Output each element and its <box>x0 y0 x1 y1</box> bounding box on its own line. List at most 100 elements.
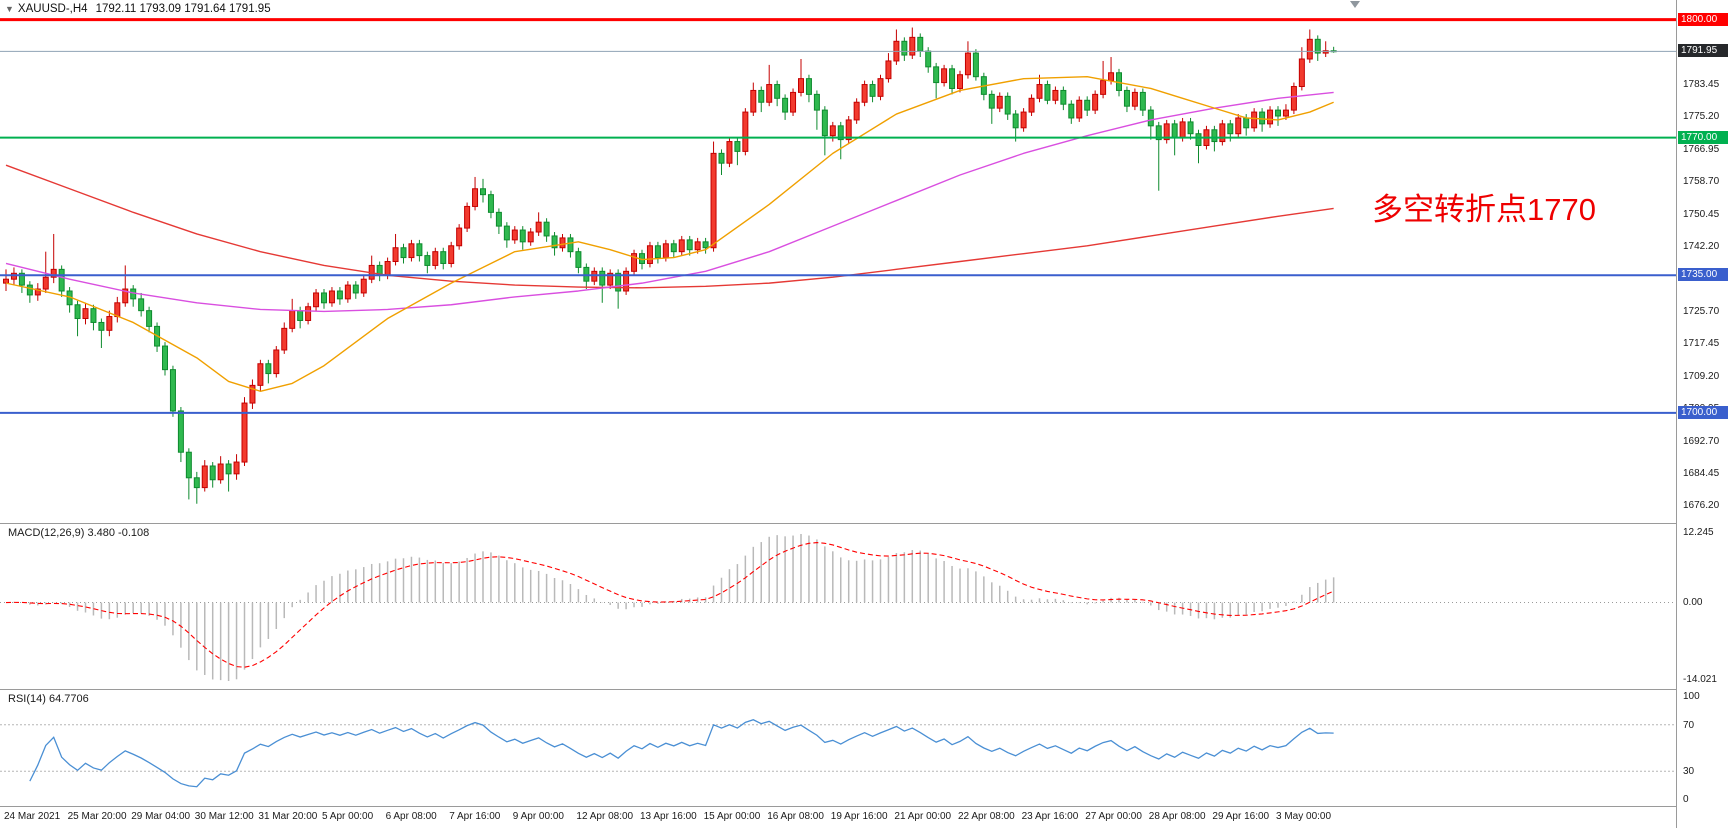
time-label: 6 Apr 08:00 <box>385 811 437 822</box>
candle-bear <box>424 255 431 266</box>
candle-bear <box>209 465 216 481</box>
candle-bear <box>26 284 33 296</box>
time-label: 31 Mar 20:00 <box>258 811 318 822</box>
candle-bull <box>646 245 653 264</box>
candle-bear <box>933 66 940 84</box>
candle-bear <box>686 239 693 251</box>
candle-bull <box>281 327 288 351</box>
candle-bull <box>877 78 884 97</box>
candle-bull <box>742 111 749 152</box>
candle-bull <box>726 141 733 164</box>
candle-bull <box>909 36 916 56</box>
macd-label: MACD(12,26,9) 3.480 -0.108 <box>8 527 150 539</box>
candle-bull <box>829 125 836 137</box>
chart-title: ▼ XAUUSD-,H4 1792.11 1793.09 1791.64 1791.… <box>5 3 271 15</box>
candle-bear <box>519 229 526 243</box>
ma-fast-orange-line <box>5 75 1334 392</box>
panel-separator[interactable] <box>0 523 1730 524</box>
candle-bear <box>774 84 781 99</box>
time-axis[interactable]: 24 Mar 2021 25 Mar 20:00 29 Mar 04:00 30 Ma… <box>0 807 1676 828</box>
candle-bull <box>448 245 455 264</box>
candle-bull <box>50 268 57 278</box>
candle-bull <box>384 261 391 276</box>
chart-annotation-text: 多空转折点1770 <box>1372 192 1596 227</box>
candle-bear <box>130 288 137 300</box>
time-label: 29 Apr 16:00 <box>1212 811 1270 822</box>
candle-bull <box>957 74 963 89</box>
ma-mid-magenta-line <box>5 91 1334 313</box>
candle-bull <box>798 78 804 93</box>
candle-bear <box>949 68 956 89</box>
macd-panel[interactable] <box>0 524 1676 689</box>
candle-bear <box>1187 121 1194 135</box>
candle-bull <box>1163 123 1170 141</box>
candle-bear <box>837 125 844 141</box>
chart-shift-marker-icon[interactable] <box>1350 1 1360 8</box>
candle-bull <box>201 465 208 489</box>
price-axis[interactable]: 1783.45 1775.20 1766.95 1758.70 1750.45 1742.… <box>1676 0 1730 828</box>
candle-bear <box>138 298 145 312</box>
candle-bear <box>336 290 343 300</box>
candle-bear <box>805 78 812 95</box>
time-label: 5 Apr 00:00 <box>322 811 374 822</box>
candle-bear <box>1195 133 1202 146</box>
candle-bull <box>1020 111 1027 129</box>
ma-slow-red-line <box>5 164 1334 289</box>
time-label: 27 Apr 00:00 <box>1085 811 1142 822</box>
candle-bear <box>400 247 407 259</box>
rsi-panel[interactable] <box>0 690 1676 806</box>
candle-bear <box>758 89 765 103</box>
candle-bear <box>567 237 574 253</box>
candle-bear <box>1123 89 1130 107</box>
candle-bull <box>853 101 860 121</box>
price-tick-label: 1783.45 <box>1683 78 1720 90</box>
candlestick-chart[interactable] <box>0 0 1676 523</box>
candle-bear <box>480 188 486 196</box>
price-tick-label: 1717.45 <box>1683 338 1720 350</box>
rsi-label: RSI(14) 64.7706 <box>8 693 89 705</box>
candle-bear <box>169 369 176 412</box>
candle-bear <box>98 321 105 331</box>
candle-bull <box>1036 84 1043 99</box>
time-label: 13 Apr 16:00 <box>640 811 697 822</box>
candle-bull <box>114 302 121 318</box>
ohlc-readout: 1792.11 1793.09 1791.64 1791.95 <box>95 3 271 15</box>
candle-bull <box>1219 123 1226 143</box>
price-tick-label: 1692.70 <box>1683 435 1720 447</box>
candle-bull <box>1290 86 1297 111</box>
symbol-period-label: XAUUSD-,H4 <box>17 3 88 15</box>
candle-bull <box>360 278 367 294</box>
price-tick-label: 1742.20 <box>1683 240 1720 252</box>
price-badge-1735.00: 1735.00 <box>1678 268 1728 282</box>
candle-bull <box>631 253 638 272</box>
rsi-scale-30: 30 <box>1683 766 1695 778</box>
rsi-scale-0: 0 <box>1683 794 1689 805</box>
candle-bear <box>416 243 423 257</box>
price-badge-1770.00: 1770.00 <box>1678 130 1728 144</box>
candle-bull <box>3 278 9 284</box>
candle-bull <box>607 272 614 286</box>
candle-bull <box>1092 93 1099 111</box>
candle-bull <box>344 284 351 300</box>
candle-bull <box>766 84 773 103</box>
candle-bull <box>241 402 248 463</box>
candle-bear <box>1004 95 1011 115</box>
candle-bull <box>464 205 471 229</box>
panel-separator[interactable] <box>0 806 1730 807</box>
candle-bull <box>1131 91 1138 107</box>
candle-bear <box>90 308 97 323</box>
panel-separator[interactable] <box>0 689 1730 690</box>
time-label: 29 Mar 04:00 <box>131 811 191 822</box>
candle-bear <box>575 251 582 268</box>
price-tick-label: 1758.70 <box>1683 176 1720 188</box>
symbol-dropdown-icon[interactable]: ▼ <box>5 4 14 14</box>
candle-bull <box>1100 80 1107 95</box>
candle-bear <box>1060 89 1067 105</box>
candle-bear <box>901 40 908 56</box>
candle-bear <box>1068 103 1075 119</box>
candle-bull <box>845 119 852 141</box>
candle-bull <box>1322 50 1329 54</box>
candle-bull <box>1028 97 1035 113</box>
candle-bull <box>305 306 312 321</box>
